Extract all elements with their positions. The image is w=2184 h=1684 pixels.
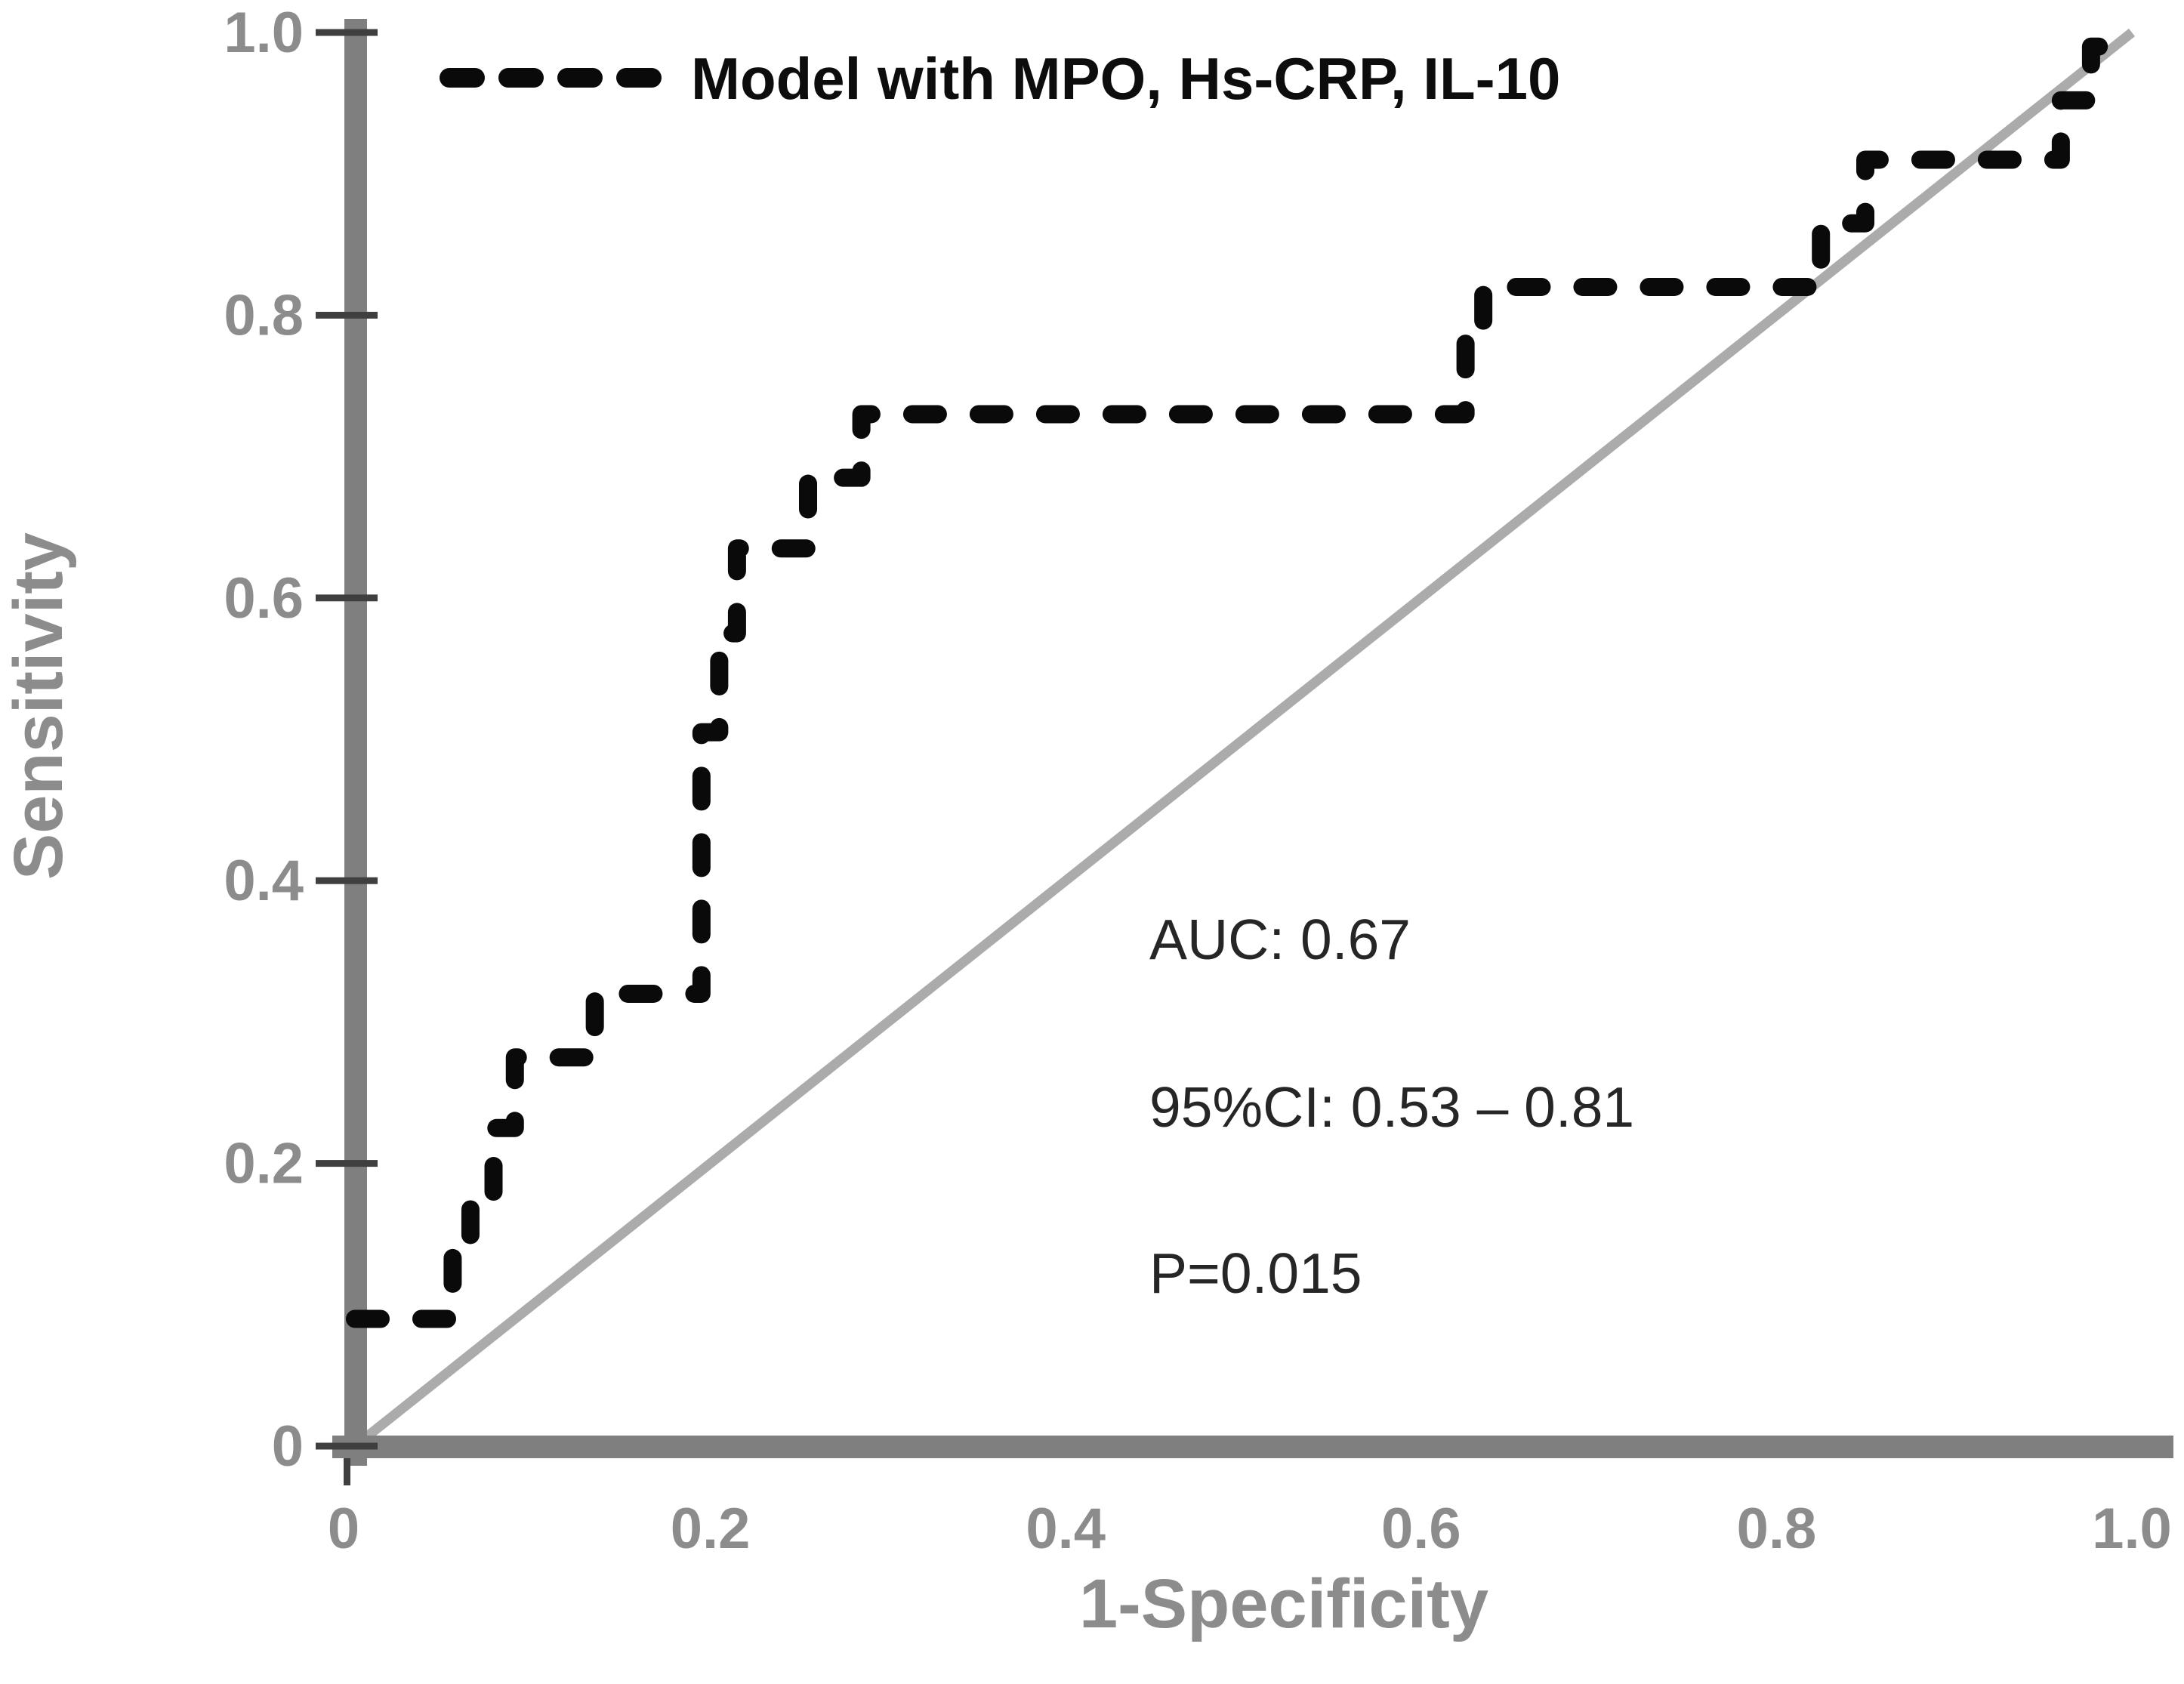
y-tick-label: 0.6 — [224, 566, 304, 631]
annotation-p: P=0.015 — [1149, 1241, 1362, 1305]
y-tick-mark — [316, 877, 378, 884]
y-tick-mark — [316, 1442, 378, 1450]
x-tick-label: 0.4 — [1026, 1497, 1106, 1561]
y-tick-label: 0 — [272, 1414, 304, 1479]
y-tick-label: 1.0 — [224, 1, 304, 65]
y-axis-ticks — [316, 29, 378, 1450]
x-tick-label: 0.8 — [1737, 1497, 1817, 1561]
x-axis-line — [332, 1436, 2173, 1458]
reference-diagonal-line — [351, 28, 2136, 1451]
y-tick-label: 0.2 — [224, 1132, 304, 1196]
annotation-auc: AUC: 0.67 — [1149, 908, 1411, 971]
x-axis-ticks — [344, 1458, 350, 1485]
annotation-ci: 95%CI: 0.53 – 0.81 — [1149, 1075, 1634, 1139]
x-tick-label: 0 — [328, 1497, 359, 1561]
x-axis-title: 1-Specificity — [1079, 1565, 1488, 1642]
x-axis-tick-labels: 0 0.2 0.4 0.6 0.8 1.0 — [328, 1497, 2172, 1561]
y-tick-mark — [316, 1160, 378, 1167]
y-tick-mark — [316, 29, 378, 36]
x-tick-label: 1.0 — [2092, 1497, 2172, 1561]
y-axis-line — [344, 19, 367, 1466]
x-tick-mark — [344, 1458, 350, 1485]
y-axis-title: Sensitivity — [0, 532, 77, 880]
y-tick-mark — [316, 311, 378, 319]
y-tick-mark — [316, 594, 378, 602]
y-tick-label: 0.4 — [224, 849, 304, 913]
y-axis-tick-labels: 0 0.2 0.4 0.6 0.8 1.0 — [224, 1, 304, 1479]
x-tick-label: 0.6 — [1381, 1497, 1461, 1561]
x-tick-label: 0.2 — [671, 1497, 751, 1561]
y-tick-label: 0.8 — [224, 283, 304, 347]
legend-label: Model with MPO, Hs-CRP, IL-10 — [691, 45, 1560, 112]
roc-curve — [346, 37, 2141, 1328]
